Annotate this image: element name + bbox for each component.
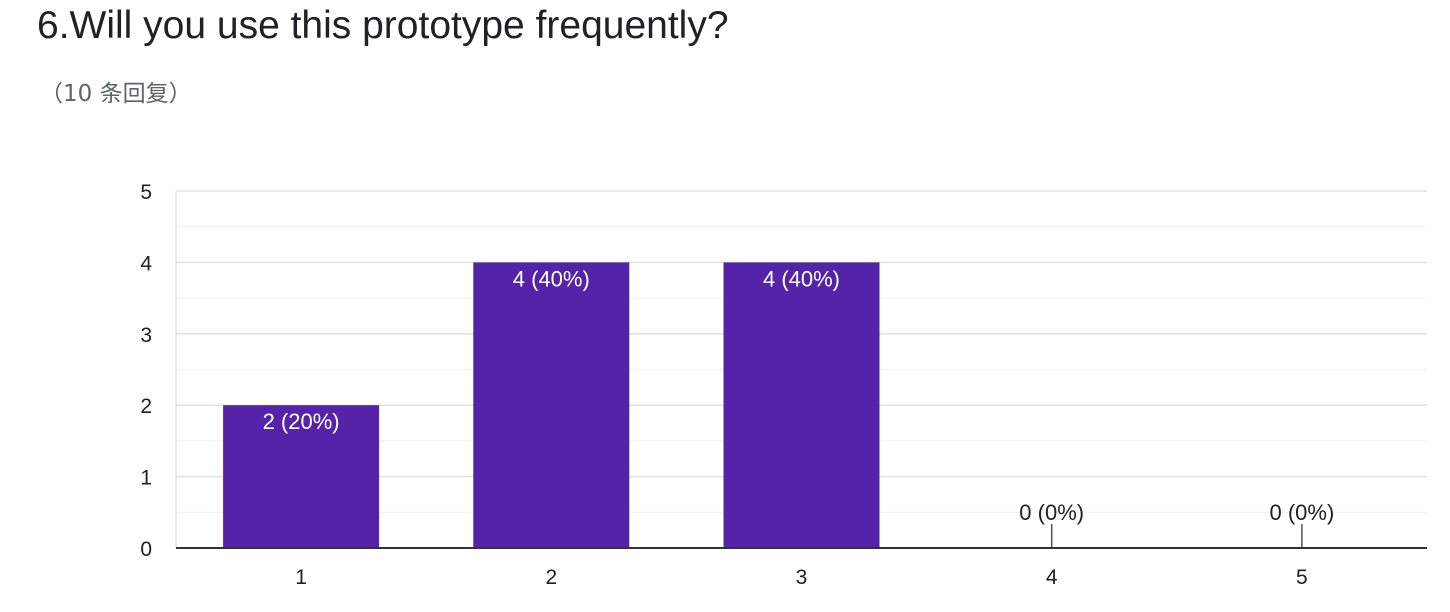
question-title: 6.Will you use this prototype frequently… <box>37 4 729 47</box>
bar-data-label: 0 (0%) <box>1019 500 1084 525</box>
x-tick-label: 1 <box>295 566 307 589</box>
bar-data-label: 2 (20%) <box>263 409 340 434</box>
x-tick-label: 3 <box>796 566 808 589</box>
x-tick-label: 4 <box>1046 566 1058 589</box>
bar-data-label: 4 (40%) <box>513 266 590 291</box>
bar-data-label: 4 (40%) <box>763 266 840 291</box>
x-tick-label: 5 <box>1296 566 1308 589</box>
bar <box>723 262 880 548</box>
bar-data-label: 0 (0%) <box>1270 500 1335 525</box>
y-tick-label: 2 <box>140 395 152 418</box>
x-tick-label: 2 <box>545 566 557 589</box>
y-tick-label: 1 <box>140 467 152 490</box>
y-tick-label: 0 <box>140 538 152 561</box>
bar <box>473 262 630 548</box>
y-tick-label: 5 <box>140 181 152 204</box>
bar <box>223 405 380 548</box>
response-count: （10 条回复） <box>40 81 192 107</box>
y-tick-label: 4 <box>140 252 152 275</box>
y-tick-label: 3 <box>140 324 152 347</box>
